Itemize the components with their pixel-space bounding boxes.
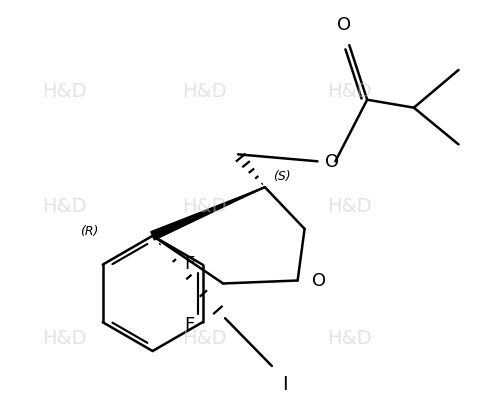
Text: H&D: H&D [42,197,87,216]
Polygon shape [151,188,265,240]
Text: H&D: H&D [328,328,372,347]
Text: O: O [325,153,339,171]
Text: H&D: H&D [183,197,227,216]
Text: H&D: H&D [328,197,372,216]
Text: H&D: H&D [42,328,87,347]
Text: H&D: H&D [42,82,87,101]
Text: H&D: H&D [183,82,227,101]
Text: F: F [184,254,195,272]
Text: (S): (S) [273,170,290,183]
Text: O: O [337,16,352,34]
Text: F: F [184,316,195,333]
Text: (R): (R) [79,225,98,238]
Text: O: O [312,272,326,290]
Text: I: I [282,374,287,393]
Text: H&D: H&D [328,82,372,101]
Text: H&D: H&D [183,328,227,347]
